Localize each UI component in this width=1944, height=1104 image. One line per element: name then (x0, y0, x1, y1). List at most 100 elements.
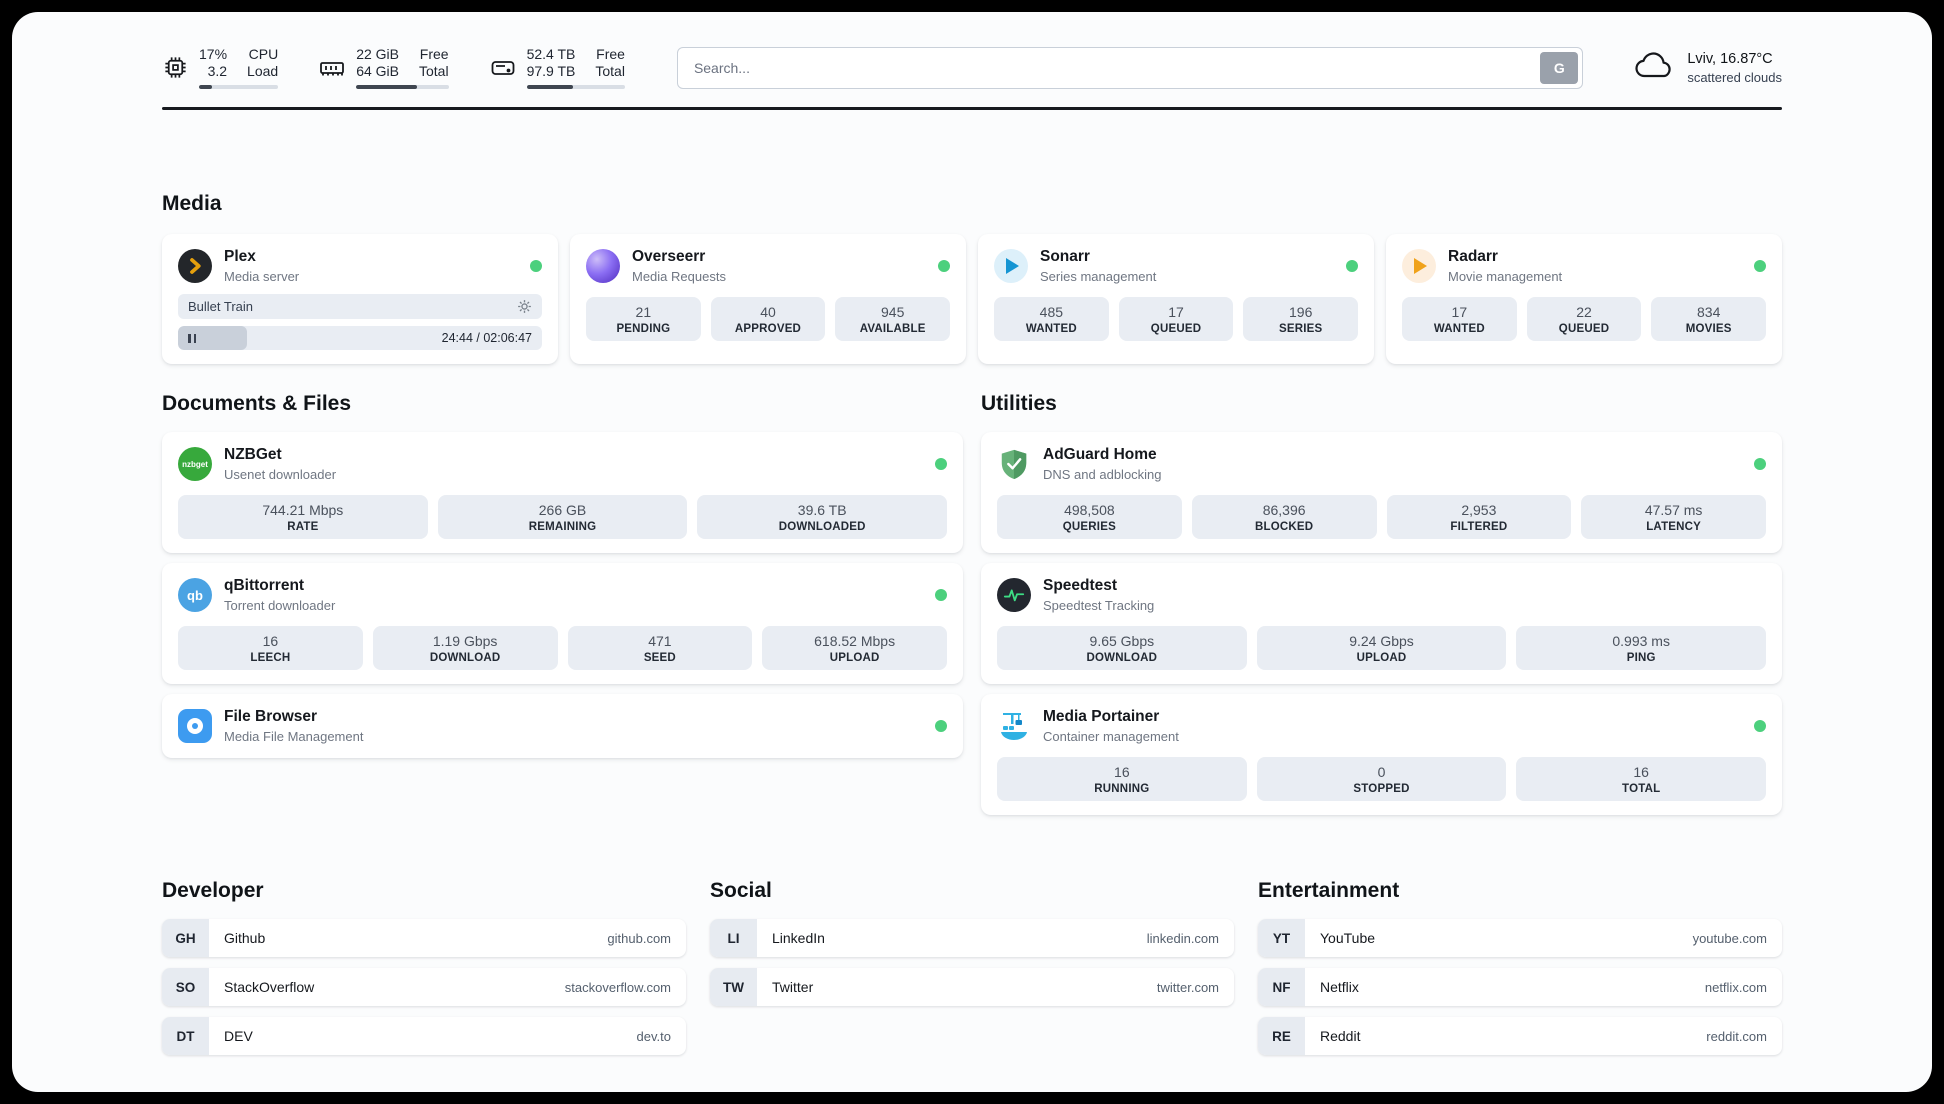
bookmark-url: dev.to (636, 1028, 671, 1044)
bookmark-name: LinkedIn (772, 930, 825, 946)
service-card-filebrowser[interactable]: File Browser Media File Management (162, 694, 963, 758)
now-playing-row: Bullet Train (178, 294, 542, 319)
section-title-entertainment: Entertainment (1258, 879, 1400, 902)
bookmark-url: netflix.com (1704, 979, 1767, 995)
dashboard-panel: 17% 3.2 CPU Load (12, 12, 1932, 1092)
bookmark-url: youtube.com (1692, 930, 1767, 946)
service-card-plex[interactable]: Plex Media server Bullet Train (162, 234, 558, 364)
section-entertainment: Entertainment YT YouTube youtube.com NF … (1258, 879, 1782, 1055)
status-dot (1754, 720, 1766, 732)
portainer-icon (997, 709, 1031, 743)
section-developer: Developer GH Github github.com SO StackO… (162, 879, 686, 1055)
bookmark-name: StackOverflow (224, 979, 315, 995)
disk-free: 52.4 TB (526, 46, 576, 62)
bookmark-name: YouTube (1320, 930, 1376, 946)
section-title-developer: Developer (162, 879, 264, 902)
search-bar: G (676, 46, 1584, 89)
bookmark-abbr: GH (162, 919, 209, 957)
stat-download: 1.19 Gbps DOWNLOAD (372, 626, 558, 670)
bookmark-abbr: SO (162, 968, 209, 1006)
weather-widget: Lviv, 16.87°C scattered clouds (1631, 49, 1782, 86)
section-title-social: Social (710, 879, 772, 902)
section-social: Social LI LinkedIn linkedin.com TW Twitt… (710, 879, 1234, 1055)
ram-bar (356, 85, 449, 89)
bookmark-stackoverflow[interactable]: SO StackOverflow stackoverflow.com (162, 968, 686, 1006)
stat-pending: 21 PENDING (586, 297, 701, 341)
bookmark-abbr: YT (1258, 919, 1305, 957)
bookmark-url: twitter.com (1156, 979, 1219, 995)
cpu-widget: 17% 3.2 CPU Load (162, 46, 279, 89)
status-dot (530, 260, 542, 272)
bookmark-dev[interactable]: DT DEV dev.to (162, 1017, 686, 1055)
section-documents: Documents & Files nzbget NZBGet Usenet d… (162, 392, 963, 815)
bookmark-github[interactable]: GH Github github.com (162, 919, 686, 957)
stat-downloaded: 39.6 TB DOWNLOADED (697, 495, 948, 539)
ram-widget: 22 GiB 64 GiB Free Total (318, 46, 449, 89)
search-engine-button[interactable]: G (1540, 51, 1579, 84)
status-dot (938, 260, 950, 272)
speedtest-icon (997, 578, 1031, 612)
ram-labels: Free Total (419, 46, 449, 79)
adguard-icon (997, 447, 1031, 481)
bookmark-url: reddit.com (1706, 1028, 1767, 1044)
stat-approved: 40 APPROVED (710, 297, 826, 341)
stat-stopped: 0 STOPPED (1256, 757, 1507, 801)
bookmark-url: stackoverflow.com (564, 979, 671, 995)
service-subtitle: Media server (224, 269, 300, 284)
bookmark-name: Github (224, 930, 266, 946)
playback-progress-bar[interactable]: 24:44 / 02:06:47 (178, 326, 542, 350)
stat-movies: 834 MOVIES (1651, 297, 1767, 341)
status-dot (1346, 260, 1358, 272)
cpu-load: 3.2 (207, 63, 228, 79)
memory-icon (318, 54, 346, 82)
bookmark-twitter[interactable]: TW Twitter twitter.com (710, 968, 1234, 1006)
bookmark-abbr: TW (710, 968, 757, 1006)
status-dot (1754, 260, 1766, 272)
service-card-qbittorrent[interactable]: qb qBittorrent Torrent downloader 16 LEE… (162, 563, 963, 684)
service-card-radarr[interactable]: Radarr Movie management 17 WANTED 22 QUE… (1386, 234, 1782, 364)
service-card-nzbget[interactable]: nzbget NZBGet Usenet downloader 744.21 M… (162, 432, 963, 553)
status-dot (1754, 458, 1766, 470)
bookmark-linkedin[interactable]: LI LinkedIn linkedin.com (710, 919, 1234, 957)
search-input[interactable] (676, 46, 1584, 89)
bookmark-name: Reddit (1320, 1028, 1361, 1044)
stat-ping: 0.993 ms PING (1516, 626, 1767, 670)
cloud-icon (1631, 49, 1675, 86)
nzbget-icon: nzbget (178, 447, 212, 481)
service-card-portainer[interactable]: Media Portainer Container management 16 … (981, 694, 1782, 815)
gear-icon[interactable] (517, 299, 532, 314)
bookmark-url: linkedin.com (1146, 930, 1219, 946)
stat-queued: 17 QUEUED (1118, 297, 1234, 341)
service-name: Plex (224, 248, 256, 265)
system-widgets: 17% 3.2 CPU Load (162, 46, 625, 89)
service-card-adguard[interactable]: AdGuard Home DNS and adblocking 498,508 … (981, 432, 1782, 553)
pause-button[interactable] (188, 333, 196, 343)
service-card-sonarr[interactable]: Sonarr Series management 485 WANTED 17 Q… (978, 234, 1374, 364)
stat-running: 16 RUNNING (997, 757, 1247, 801)
ram-values: 22 GiB 64 GiB (356, 46, 399, 80)
service-card-overseerr[interactable]: Overseerr Media Requests 21 PENDING 40 A… (570, 234, 966, 364)
stat-wanted: 17 WANTED (1402, 297, 1517, 341)
section-title-media: Media (162, 192, 222, 215)
bookmark-abbr: NF (1258, 968, 1305, 1006)
stat-total: 16 TOTAL (1516, 757, 1767, 801)
playback-time: 24:44 / 02:06:47 (441, 331, 532, 345)
stat-upload: 9.24 Gbps UPLOAD (1256, 626, 1507, 670)
bookmark-netflix[interactable]: NF Netflix netflix.com (1258, 968, 1782, 1006)
disk-total: 97.9 TB (526, 63, 576, 79)
disk-icon (489, 54, 517, 82)
service-card-speedtest[interactable]: Speedtest Speedtest Tracking 9.65 Gbps D… (981, 563, 1782, 684)
section-utilities: Utilities AdGuard Home (981, 392, 1782, 815)
section-title-documents: Documents & Files (162, 392, 352, 415)
bookmark-reddit[interactable]: RE Reddit reddit.com (1258, 1017, 1782, 1055)
sonarr-icon (994, 249, 1028, 283)
status-dot (935, 589, 947, 601)
stat-seed: 471 SEED (567, 626, 753, 670)
topbar-divider (162, 107, 1782, 110)
stat-rate: 744.21 Mbps RATE (178, 495, 428, 539)
stat-download: 9.65 Gbps DOWNLOAD (997, 626, 1247, 670)
ram-total: 64 GiB (356, 63, 399, 79)
topbar: 17% 3.2 CPU Load (162, 46, 1782, 89)
bookmark-youtube[interactable]: YT YouTube youtube.com (1258, 919, 1782, 957)
plex-icon (178, 249, 212, 283)
